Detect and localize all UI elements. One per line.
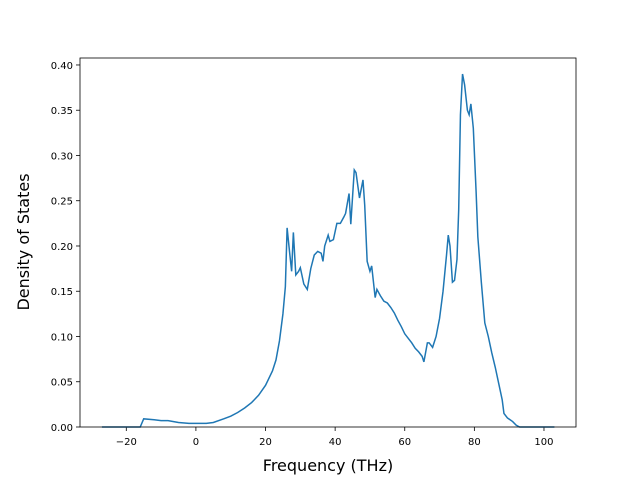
line-series [101, 73, 555, 428]
x-tick-label: 80 [468, 437, 481, 448]
y-tick-label: 0.15 [51, 287, 73, 298]
x-tick-label: 100 [534, 437, 553, 448]
y-tick-label: 0.05 [51, 378, 73, 389]
y-tick-label: 0.10 [51, 332, 73, 343]
y-tick-label: 0.30 [51, 151, 73, 162]
x-tick-label: 20 [259, 437, 272, 448]
x-tick-label: 60 [398, 437, 411, 448]
y-tick-label: 0.20 [51, 242, 73, 253]
x-axis-label: Frequency (THz) [263, 456, 393, 475]
y-tick-label: 0.00 [51, 423, 73, 434]
x-tick-label: −20 [116, 437, 137, 448]
y-tick-label: 0.25 [51, 197, 73, 208]
y-tick-label: 0.40 [51, 61, 73, 72]
x-tick-label: 40 [329, 437, 342, 448]
y-tick-label: 0.35 [51, 106, 73, 117]
y-axis-label: Density of States [14, 173, 33, 310]
plot-frame [79, 57, 577, 428]
x-tick-label: 0 [193, 437, 199, 448]
